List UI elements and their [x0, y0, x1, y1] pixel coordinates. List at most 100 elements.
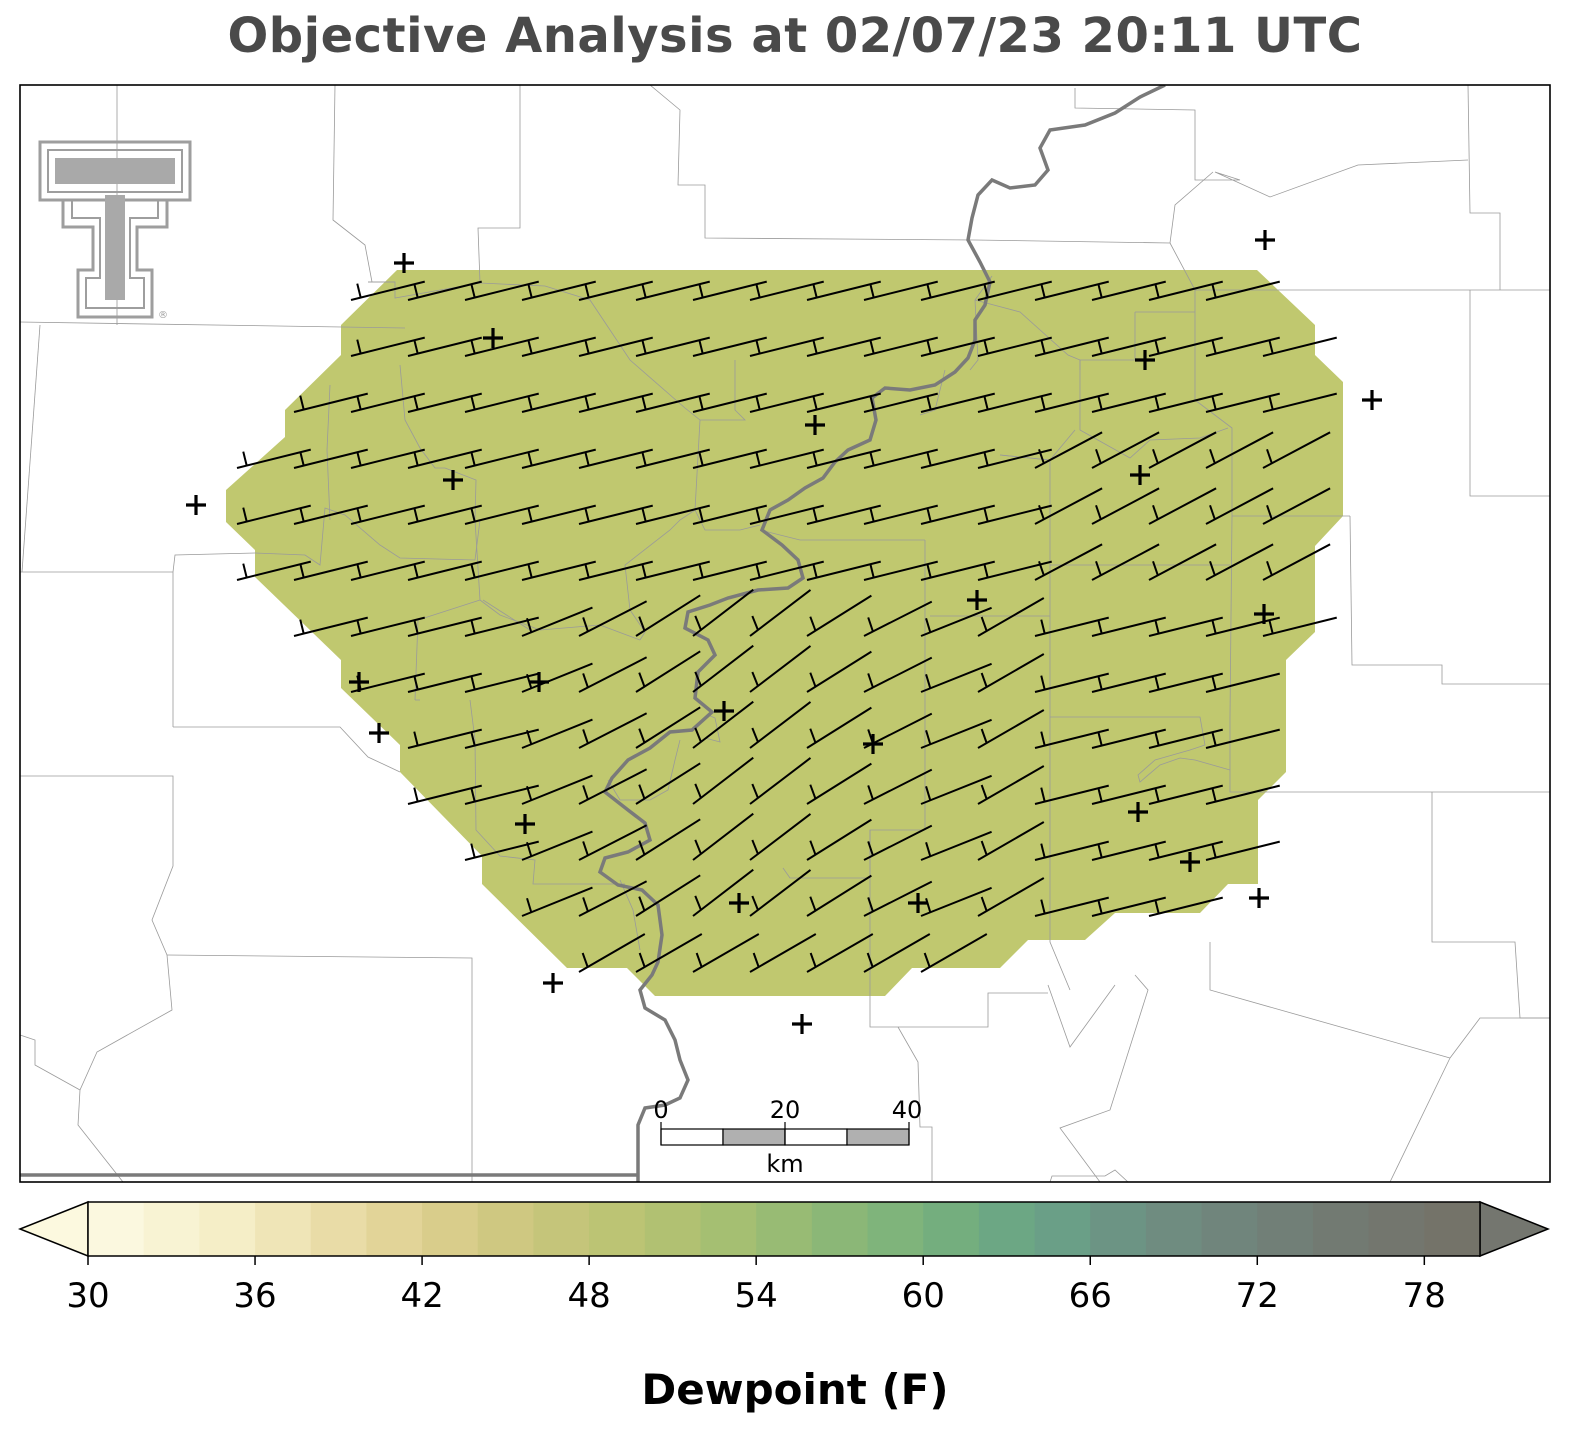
wind-barb-staff	[692, 700, 754, 749]
wind-barb-flag	[867, 841, 874, 856]
station-marker	[529, 672, 549, 692]
wind-barb-flag	[809, 952, 817, 968]
wind-barb-staff	[692, 588, 754, 637]
wind-barb-staff	[1205, 728, 1280, 749]
wind-barb-staff	[578, 768, 648, 805]
wind-barb-staff	[1262, 616, 1337, 637]
colorbar-segment	[1368, 1202, 1425, 1256]
wind-barb-staff	[863, 824, 933, 861]
colorbar-segment	[589, 1202, 646, 1256]
wind-barb-staff	[1148, 392, 1223, 413]
wind-barb-staff	[464, 336, 539, 357]
colorbar-tick-label: 36	[233, 1276, 276, 1316]
wind-barb-staff	[578, 656, 648, 693]
wind-barb-flag	[1209, 504, 1216, 520]
wind-barb-flag	[983, 563, 989, 578]
wind-barb-flag	[584, 563, 590, 578]
wind-barb-staff	[635, 706, 701, 749]
wind-barb-staff	[464, 784, 539, 805]
wind-barb-flag	[582, 785, 589, 800]
wind-barb-flag	[641, 507, 647, 522]
colorbar-segment	[1201, 1202, 1258, 1256]
wind-barb-flag	[299, 563, 305, 578]
wind-barb-staff	[692, 868, 754, 917]
logo-registered-mark: ®	[158, 310, 168, 321]
wind-barb-flag	[526, 841, 533, 857]
wind-barb-flag	[1211, 675, 1217, 690]
wind-barb-staff	[1205, 543, 1274, 581]
wind-barb-flag	[413, 731, 419, 746]
wind-barb-flag	[1097, 843, 1103, 858]
wind-barb-flag	[867, 617, 874, 632]
wind-barb-flag	[1211, 283, 1217, 298]
wind-barb-staff	[1034, 392, 1109, 413]
wind-barb-flag	[527, 451, 533, 466]
wind-barb-staff	[806, 706, 872, 749]
wind-barb-flag	[1211, 395, 1217, 410]
wind-barb-flag	[698, 395, 704, 410]
wind-barb-staff	[1034, 672, 1109, 693]
wind-barb-staff	[407, 504, 482, 525]
wind-barb-flag	[755, 395, 761, 410]
colorbar-segment	[199, 1202, 256, 1256]
wind-barb-flag	[1154, 339, 1160, 354]
wind-barb-flag	[925, 842, 932, 857]
wind-barb-flag	[1266, 504, 1273, 520]
wind-barb-staff	[806, 650, 872, 693]
scale-tick-20: 20	[770, 1096, 801, 1124]
wind-barb-staff	[521, 830, 593, 861]
wind-barb-staff	[578, 504, 653, 525]
wind-barb-flag	[413, 283, 419, 298]
colorbar-segment	[533, 1202, 590, 1256]
wind-barb-flag	[869, 507, 875, 522]
wind-barb-flag	[1266, 448, 1273, 464]
station-marker	[1180, 852, 1200, 872]
wind-barb-staff	[977, 336, 1052, 357]
wind-barb-flag	[980, 784, 988, 800]
wind-barb-flag	[1095, 448, 1102, 464]
wind-barb-flag	[980, 896, 988, 912]
wind-barb-staff	[1205, 487, 1274, 525]
wind-barb-flag	[809, 784, 817, 800]
wind-barb-staff	[350, 672, 425, 693]
wind-barb-staff	[1262, 431, 1331, 469]
wind-barb-staff	[749, 813, 812, 861]
wind-barb-staff	[464, 728, 539, 749]
wind-barb-staff	[863, 336, 938, 357]
station-marker	[908, 893, 928, 913]
wind-barb-flag	[356, 563, 362, 578]
wind-barb-flag	[413, 675, 419, 690]
wind-barb-staff	[1148, 543, 1217, 581]
wind-barb-flag	[1154, 675, 1160, 690]
wind-barb-flag	[983, 283, 989, 298]
wind-barb-staff	[806, 933, 874, 973]
wind-barb-staff	[350, 448, 425, 469]
wind-barb-staff	[1034, 543, 1103, 581]
colorbar-segment	[1145, 1202, 1203, 1256]
wind-barb-flag	[1040, 675, 1046, 690]
colorbar-segment	[1090, 1202, 1147, 1256]
wind-barb-flag	[470, 451, 476, 466]
map-frame	[19, 84, 1551, 1183]
colorbar-segment	[1034, 1202, 1091, 1256]
wind-barb-flag	[1209, 448, 1216, 464]
wind-barb-flag	[755, 451, 761, 466]
wind-barb-staff	[521, 606, 593, 637]
wind-barb-flag	[926, 507, 932, 522]
wind-barb-flag	[812, 451, 818, 466]
station-marker	[1130, 465, 1150, 485]
dewpoint-colorbar	[17, 1200, 1551, 1265]
wind-barb-flag	[1211, 787, 1217, 802]
wind-barb-staff	[920, 504, 995, 525]
wind-barb-flag	[926, 451, 932, 466]
wind-barb-flag	[638, 672, 646, 687]
wind-barb-staff	[1148, 280, 1223, 301]
station-marker	[1362, 390, 1382, 410]
wind-barb-staff	[1034, 431, 1103, 469]
wind-barb-flag	[641, 395, 647, 410]
wind-barb-staff	[464, 840, 539, 861]
colorbar-segment	[644, 1202, 702, 1256]
wind-barb-staff	[578, 933, 646, 973]
wind-barb-staff	[806, 874, 872, 917]
wind-barb-flag	[1154, 283, 1160, 298]
